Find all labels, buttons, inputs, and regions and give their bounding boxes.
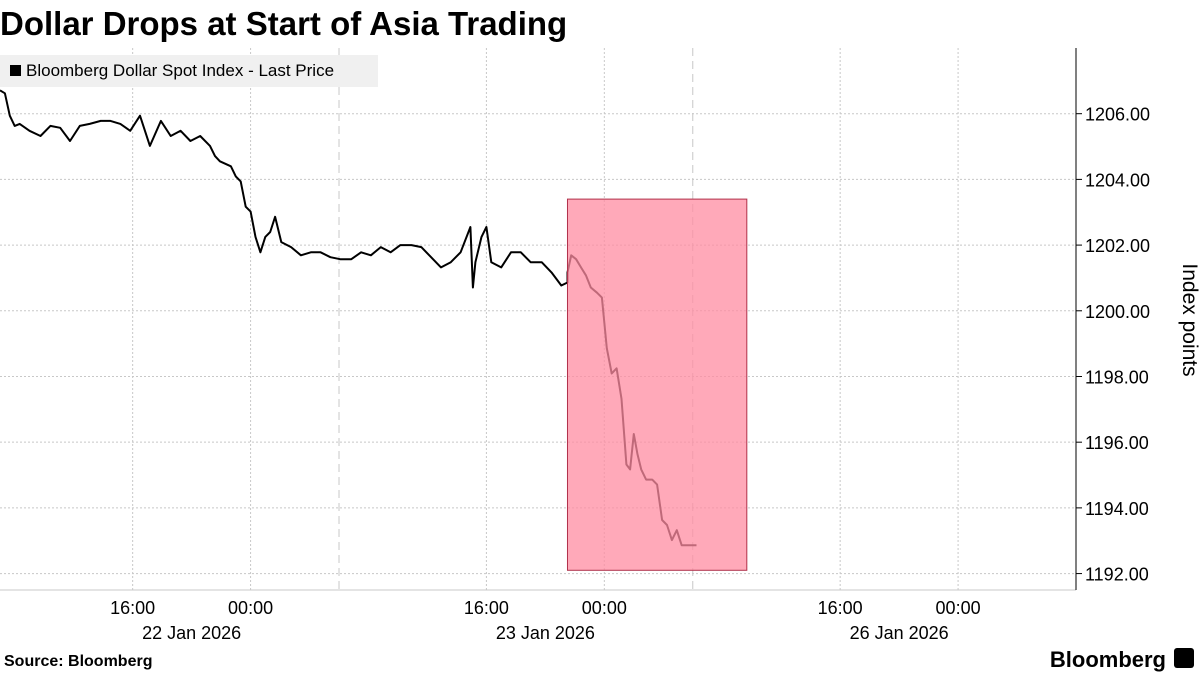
x-tick-label: 16:00 (110, 598, 155, 618)
x-date-label: 23 Jan 2026 (496, 623, 595, 643)
legend-label: Bloomberg Dollar Spot Index - Last Price (26, 61, 334, 80)
x-date-label: 26 Jan 2026 (850, 623, 949, 643)
legend-layer: Bloomberg Dollar Spot Index - Last Price (0, 55, 378, 87)
y-tick-label: 1196.00 (1085, 433, 1149, 453)
y-tick-label: 1200.00 (1085, 302, 1150, 322)
y-tick-label: 1198.00 (1085, 367, 1149, 387)
overlay-layer (566, 198, 748, 571)
brand: Bloomberg (1050, 647, 1166, 672)
grid-layer (0, 48, 1076, 591)
brand-icon (1174, 648, 1194, 668)
y-tick-label: 1192.00 (1085, 565, 1149, 585)
y-tick-label: 1206.00 (1085, 105, 1150, 125)
highlight-box (566, 198, 748, 571)
x-tick-label: 16:00 (818, 598, 863, 618)
y-axis-label: Index points (1178, 263, 1199, 376)
y-tick-label: 1204.00 (1085, 170, 1150, 190)
legend-swatch (10, 65, 21, 76)
source: Source: Bloomberg (4, 653, 152, 670)
x-tick-label: 00:00 (582, 598, 627, 618)
x-tick-label: 16:00 (464, 598, 509, 618)
y-tick-label: 1202.00 (1085, 236, 1150, 256)
chart-title: Dollar Drops at Start of Asia Trading (0, 5, 567, 42)
y-tick-label: 1194.00 (1085, 499, 1149, 519)
legend-box (0, 55, 378, 87)
x-tick-label: 00:00 (228, 598, 273, 618)
axis-layer: 1192.00 1194.00 1196.00 1198.00 1200.00 1202.… (110, 48, 1150, 643)
x-date-label: 22 Jan 2026 (142, 623, 241, 643)
x-tick-label: 00:00 (936, 598, 981, 618)
